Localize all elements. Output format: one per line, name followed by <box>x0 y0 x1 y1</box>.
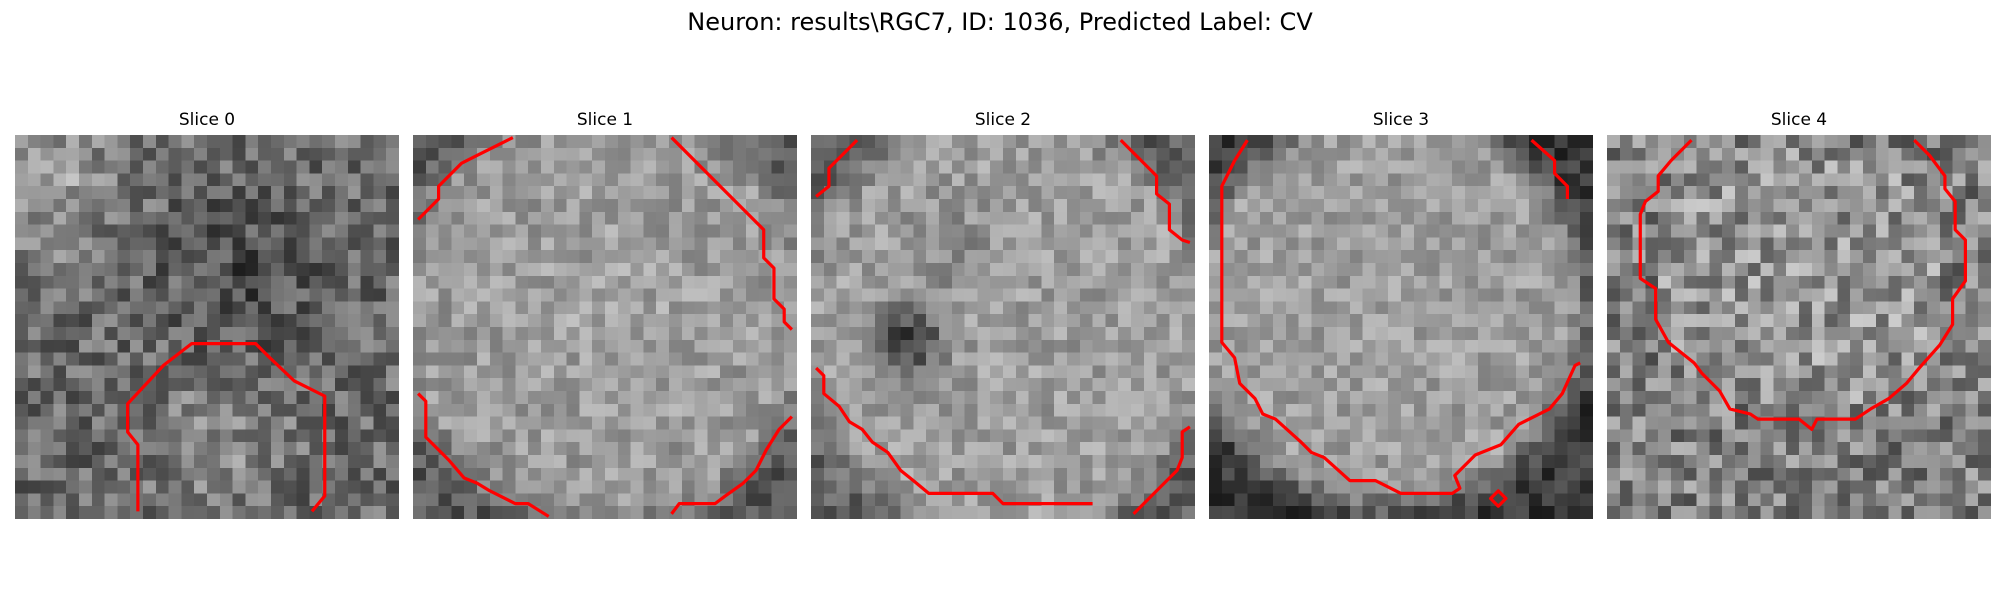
segmentation-contour <box>416 136 794 518</box>
slice-title-4: Slice 4 <box>1770 110 1828 130</box>
segmentation-contour <box>814 138 1191 516</box>
slice-panel-0: Slice 0 <box>15 108 399 519</box>
slice-image-3 <box>1209 135 1593 519</box>
segmentation-contour <box>126 342 327 513</box>
slice-panel-3: Slice 3 <box>1209 108 1593 519</box>
slice-title-1: Slice 1 <box>576 110 634 130</box>
slice-title-0: Slice 0 <box>178 110 236 130</box>
slice-panel-2: Slice 2 <box>811 108 1195 519</box>
segmentation-contour <box>1638 138 1967 432</box>
figure-title: Neuron: results\RGC7, ID: 1036, Predicte… <box>687 8 1313 36</box>
slice-image-0 <box>15 135 399 519</box>
slice-image-1 <box>413 135 797 519</box>
slice-title-3: Slice 3 <box>1372 110 1430 130</box>
slice-image-2 <box>811 135 1195 519</box>
slice-title-2: Slice 2 <box>974 110 1032 130</box>
slice-image-4 <box>1607 135 1991 519</box>
slice-panel-1: Slice 1 <box>413 108 797 519</box>
segmentation-contour <box>1220 138 1581 508</box>
slice-panel-4: Slice 4 <box>1607 108 1991 519</box>
